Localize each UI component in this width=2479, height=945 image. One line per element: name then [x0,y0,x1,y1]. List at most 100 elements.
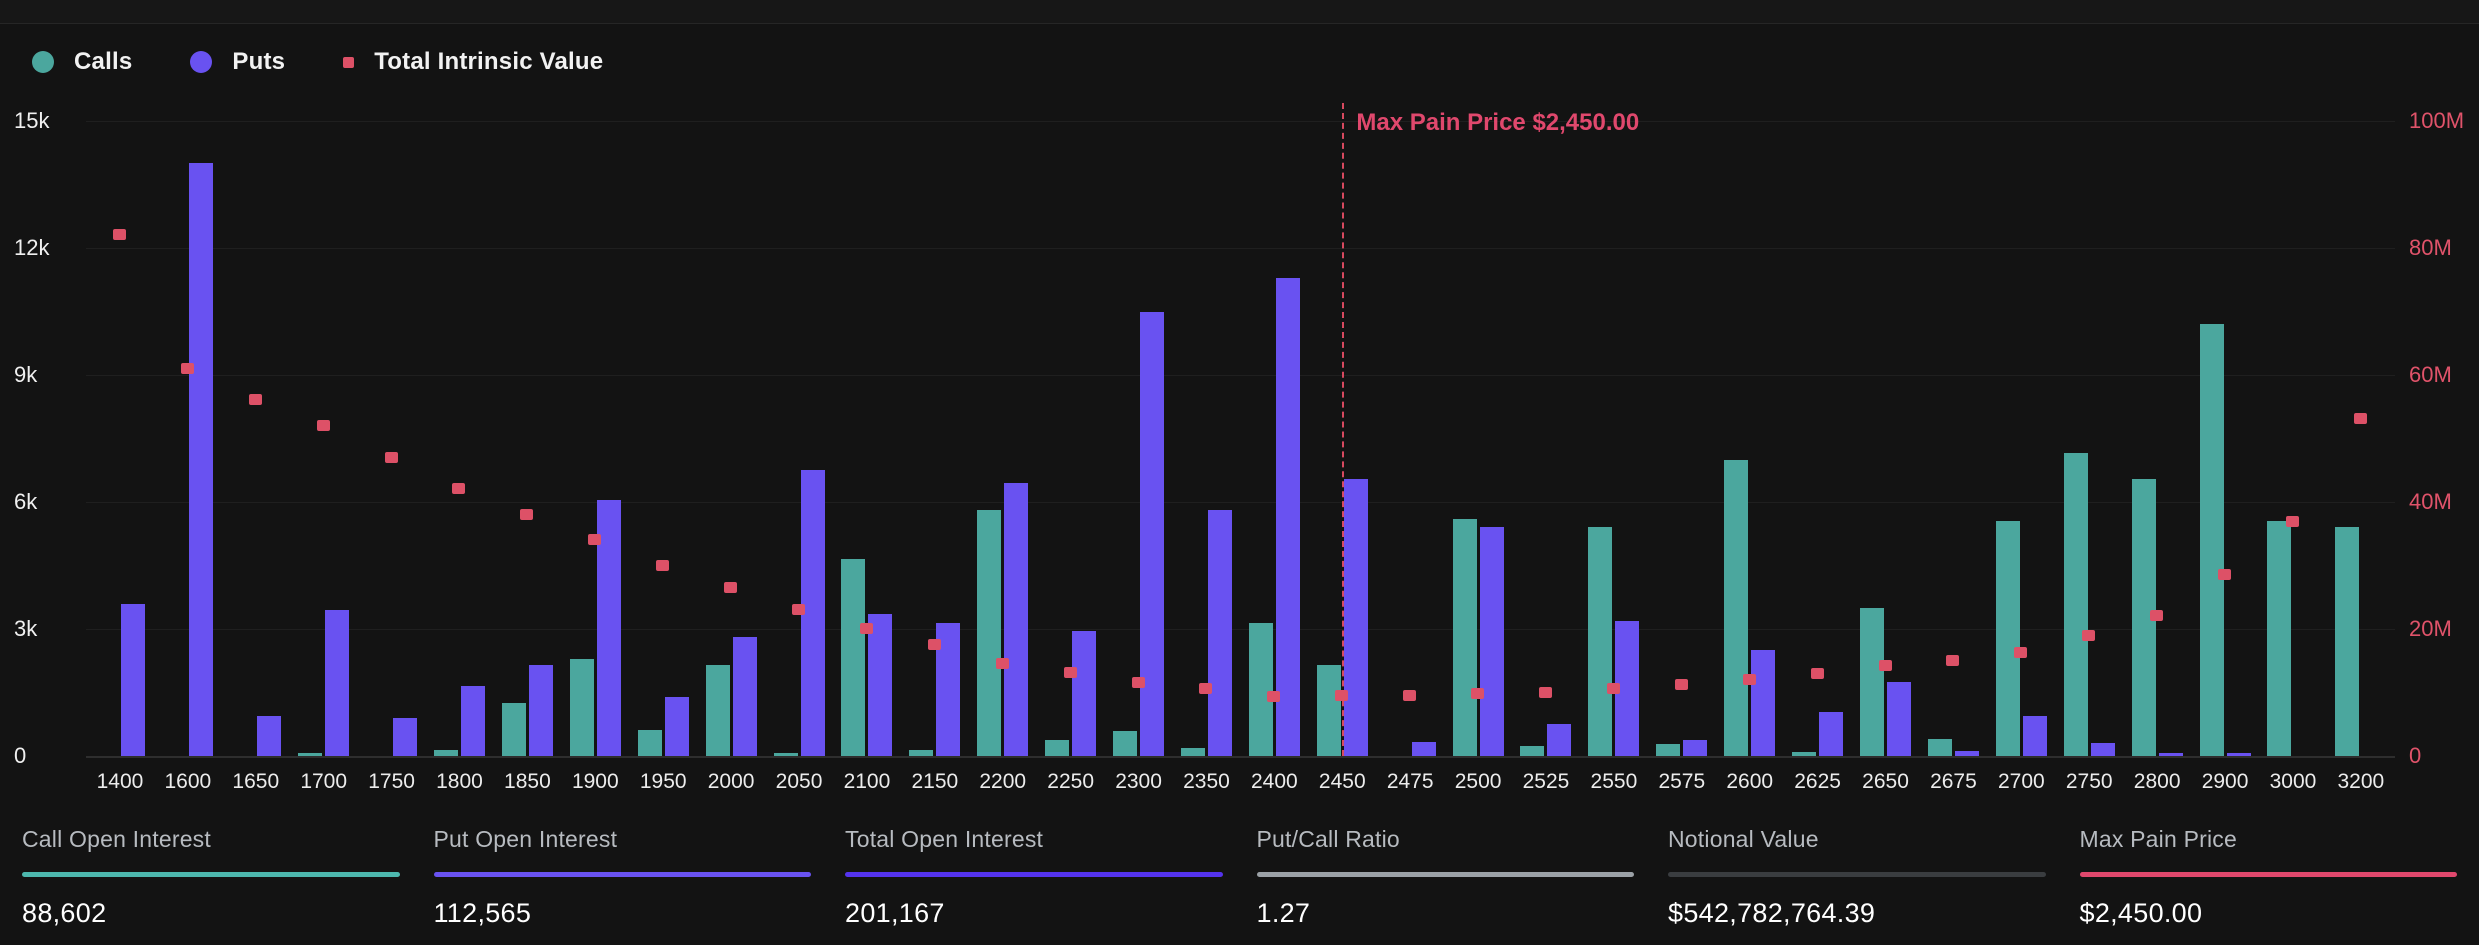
call-bar[interactable] [1452,518,1477,756]
call-bar[interactable] [841,559,866,756]
put-bar[interactable] [1954,750,1979,756]
put-bar[interactable] [121,603,146,756]
total-intrinsic-value-point[interactable] [1131,676,1145,688]
call-bar[interactable] [1724,459,1749,756]
total-intrinsic-value-point[interactable] [859,623,873,634]
put-bar[interactable] [189,163,214,756]
total-intrinsic-value-point[interactable] [1538,687,1552,699]
total-intrinsic-value-point[interactable] [927,638,941,650]
put-bar[interactable] [1819,711,1844,756]
call-bar[interactable] [569,658,594,756]
chart-plot-area: 1400 1600 1650 1700 1750 1800 1850 1900 1950 2000… [86,103,2395,793]
call-bar[interactable] [1927,739,1952,756]
total-intrinsic-value-point[interactable] [1946,654,1960,666]
put-bar[interactable] [1411,742,1436,756]
call-bar[interactable] [433,749,458,756]
call-bar[interactable] [2267,521,2292,756]
total-intrinsic-value-point[interactable] [1810,668,1824,680]
call-bar[interactable] [705,664,730,756]
put-bar[interactable] [393,717,418,756]
total-intrinsic-value-point[interactable] [1606,682,1620,694]
call-bar[interactable] [1792,751,1817,756]
total-intrinsic-value-point[interactable] [1878,660,1892,672]
put-bar[interactable] [1207,510,1232,756]
total-intrinsic-value-point[interactable] [2353,413,2367,425]
total-intrinsic-value-point[interactable] [1267,690,1281,702]
call-bar[interactable] [1656,744,1681,756]
total-intrinsic-value-point[interactable] [1335,690,1349,702]
total-intrinsic-value-point[interactable] [112,229,126,241]
call-bar[interactable] [298,752,323,756]
call-bar[interactable] [977,510,1002,756]
put-bar[interactable] [1683,739,1708,756]
total-intrinsic-value-point[interactable] [316,419,330,431]
total-intrinsic-value-point[interactable] [1674,678,1688,690]
total-intrinsic-value-point[interactable] [1403,690,1417,702]
total-intrinsic-value-point[interactable] [1471,688,1485,700]
put-bar[interactable] [257,715,282,756]
max-pain-line [1342,103,1345,756]
total-intrinsic-value-point[interactable] [180,362,194,374]
call-bar[interactable] [501,703,526,756]
total-intrinsic-value-point[interactable] [1063,667,1077,679]
x-axis-label: 2675 [1930,770,1977,793]
total-intrinsic-value-point[interactable] [1199,683,1213,695]
call-bar[interactable] [1995,521,2020,756]
call-bar[interactable] [1113,731,1138,756]
total-intrinsic-value-point[interactable] [1742,673,1756,685]
total-intrinsic-value-point[interactable] [452,483,466,495]
put-bar[interactable] [528,664,553,756]
put-bar[interactable] [1072,631,1097,756]
call-bar[interactable] [2335,527,2360,756]
put-bar[interactable] [732,637,757,756]
put-bar[interactable] [460,686,485,756]
put-bar[interactable] [1751,650,1776,756]
call-bar[interactable] [1248,622,1273,756]
bar-pair [1784,121,1852,756]
call-bar[interactable] [1588,527,1613,756]
total-intrinsic-value-point[interactable] [2150,610,2164,622]
total-intrinsic-value-point[interactable] [384,451,398,463]
call-bar[interactable] [1520,746,1545,756]
total-intrinsic-value-point[interactable] [792,603,806,615]
total-intrinsic-value-point[interactable] [2285,516,2299,528]
total-intrinsic-value-point[interactable] [2014,646,2028,658]
put-bar[interactable] [664,696,689,756]
total-intrinsic-value-point[interactable] [2082,630,2096,641]
put-bar[interactable] [868,614,893,756]
x-axis-label: 1600 [164,770,212,793]
put-bar[interactable] [2226,752,2251,756]
call-bar[interactable] [1316,664,1341,756]
put-bar[interactable] [1547,724,1572,756]
total-intrinsic-value-point[interactable] [724,581,738,593]
put-bar[interactable] [1140,311,1165,756]
total-intrinsic-value-point[interactable] [656,559,670,571]
put-bar[interactable] [1275,277,1300,756]
call-bar[interactable] [909,749,934,756]
x-axis-label: 2625 [1794,770,1841,793]
legend-item-total-intrinsic-value[interactable]: Total Intrinsic Value [343,48,603,76]
strike-group-1650: 1650 [222,121,290,793]
call-bar[interactable] [2063,453,2088,756]
call-bar[interactable] [637,729,662,756]
total-intrinsic-value-point[interactable] [588,534,602,546]
put-bar[interactable] [1004,482,1029,756]
call-bar[interactable] [2199,324,2224,756]
put-bar[interactable] [2158,752,2183,756]
put-bar[interactable] [1479,527,1504,756]
call-bar[interactable] [1180,747,1205,756]
call-bar[interactable] [1045,739,1070,756]
put-bar[interactable] [1343,478,1368,756]
total-intrinsic-value-point[interactable] [248,394,262,406]
put-bar[interactable] [1887,681,1912,756]
total-intrinsic-value-point[interactable] [995,657,1009,669]
put-bar[interactable] [325,609,350,756]
total-intrinsic-value-point[interactable] [2218,569,2232,581]
call-bar[interactable] [773,753,798,756]
put-bar[interactable] [2022,715,2047,756]
put-bar[interactable] [2090,743,2115,756]
call-bar[interactable] [1860,607,1885,756]
total-intrinsic-value-point[interactable] [520,508,534,520]
legend-item-puts[interactable]: Puts [190,48,285,76]
legend-item-calls[interactable]: Calls [32,48,132,76]
